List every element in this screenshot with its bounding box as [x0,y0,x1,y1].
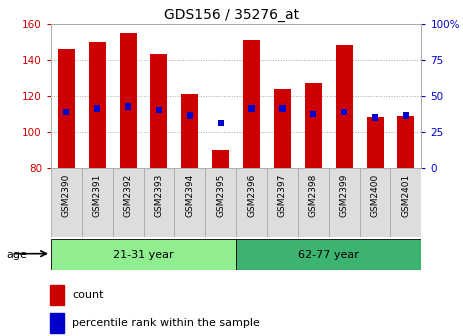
Text: GSM2401: GSM2401 [401,173,410,217]
Text: GSM2395: GSM2395 [216,173,225,217]
Bar [212,150,229,168]
Bar [372,114,378,121]
Text: GSM2396: GSM2396 [247,173,256,217]
Bar [403,113,409,119]
Bar [274,89,291,168]
Text: GSM2392: GSM2392 [124,173,132,217]
Text: GSM2397: GSM2397 [278,173,287,217]
Bar [305,83,322,168]
Bar [51,239,236,270]
Bar [236,239,421,270]
Bar [187,113,193,119]
Text: GSM2394: GSM2394 [185,173,194,217]
Bar [63,109,69,115]
Bar [51,168,82,237]
Text: GSM2399: GSM2399 [340,173,349,217]
Bar [175,168,205,237]
Text: GDS156 / 35276_at: GDS156 / 35276_at [164,8,299,23]
Bar [390,168,421,237]
Text: age: age [6,250,27,260]
Text: GSM2393: GSM2393 [155,173,163,217]
Bar [82,168,113,237]
Text: GSM2400: GSM2400 [370,173,380,217]
Bar [341,109,347,115]
Text: count: count [72,290,104,300]
Text: GSM2398: GSM2398 [309,173,318,217]
Bar [205,168,236,237]
Text: percentile rank within the sample: percentile rank within the sample [72,319,260,328]
Bar [181,94,198,168]
Bar [125,103,131,110]
Text: GSM2390: GSM2390 [62,173,71,217]
Bar [249,105,255,112]
Text: 21-31 year: 21-31 year [113,250,174,259]
Bar [329,168,360,237]
Bar [279,105,286,112]
Bar [218,120,224,126]
Bar [94,105,100,112]
Bar [397,116,414,168]
Text: GSM2391: GSM2391 [93,173,102,217]
Bar [243,40,260,168]
Bar [150,54,168,168]
Bar [119,33,137,168]
Bar [360,168,390,237]
Bar [156,107,162,113]
Bar [336,45,353,168]
Bar [58,49,75,168]
Bar [50,313,64,333]
Bar [236,168,267,237]
Bar [267,168,298,237]
Bar [310,111,316,117]
Bar [89,42,106,168]
Bar [298,168,329,237]
Bar [50,285,64,304]
Bar [144,168,175,237]
Bar [113,168,144,237]
Text: 62-77 year: 62-77 year [298,250,359,259]
Bar [367,118,383,168]
